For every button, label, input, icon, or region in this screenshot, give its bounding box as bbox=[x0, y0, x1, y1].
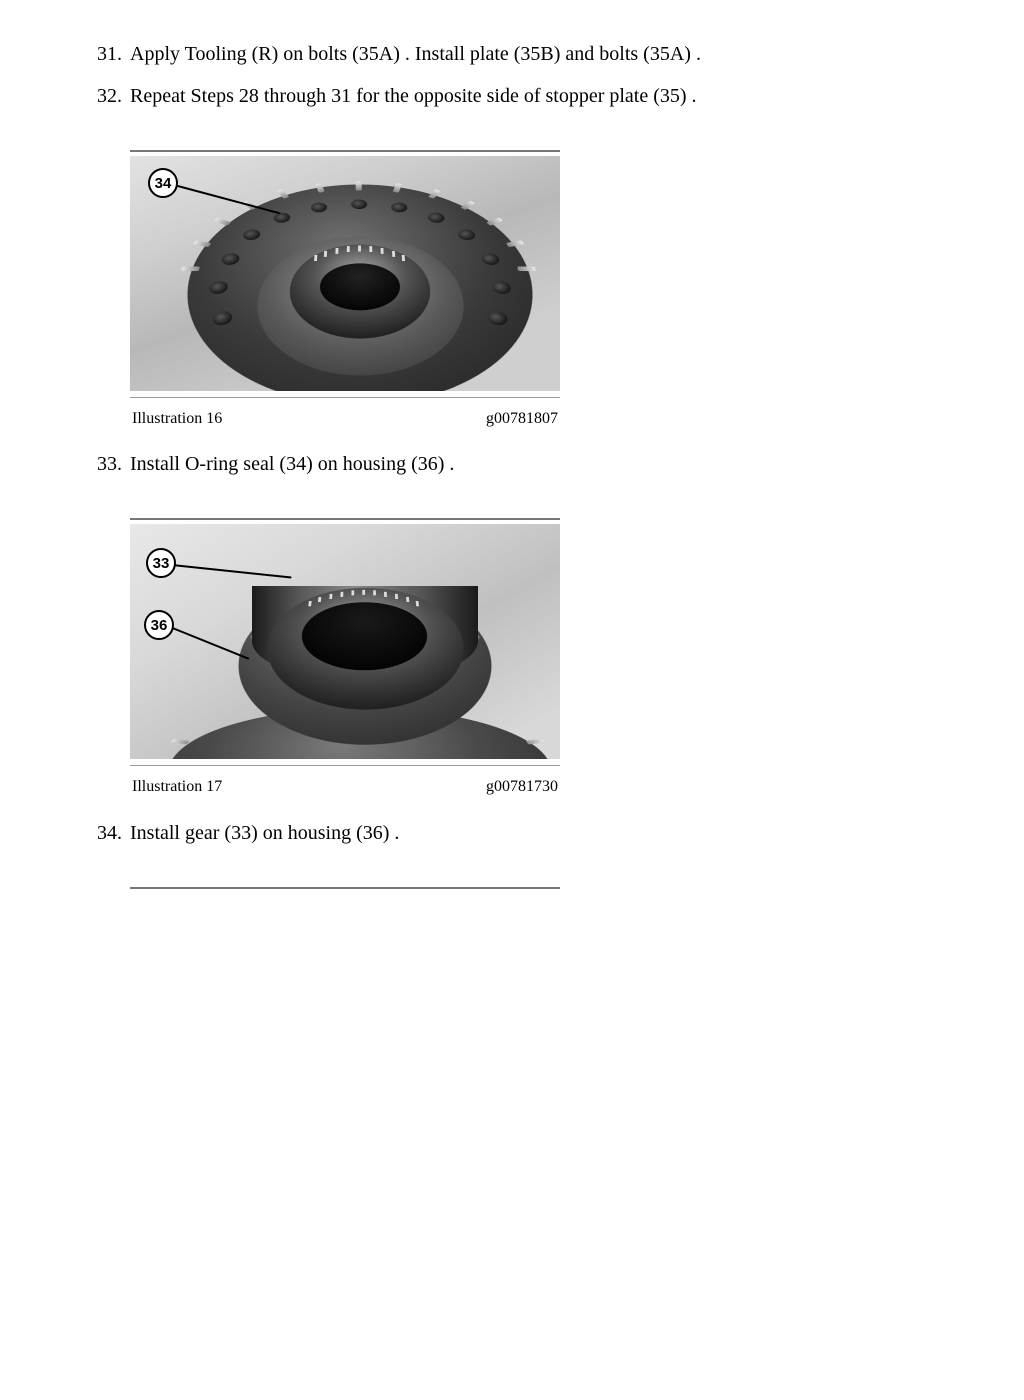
callout-34-label: 34 bbox=[155, 173, 172, 194]
step-31: 31. Apply Tooling (R) on bolts (35A) . I… bbox=[90, 40, 924, 68]
step-32: 32. Repeat Steps 28 through 31 for the o… bbox=[90, 82, 924, 110]
step-text: Repeat Steps 28 through 31 for the oppos… bbox=[130, 82, 924, 110]
figure-rule bbox=[130, 397, 560, 398]
step-number: 31. bbox=[90, 40, 130, 68]
figure-17: 33 36 Illustration 17 g00781730 bbox=[130, 518, 560, 798]
figure-16-label: Illustration 16 bbox=[132, 408, 222, 430]
figure-17-label: Illustration 17 bbox=[132, 776, 222, 798]
figure-18-start bbox=[130, 887, 560, 889]
step-number: 32. bbox=[90, 82, 130, 110]
figure-16-image: 34 bbox=[130, 156, 560, 391]
callout-33-label: 33 bbox=[153, 553, 170, 574]
step-number: 34. bbox=[90, 819, 130, 847]
figure-16-code: g00781807 bbox=[486, 408, 558, 430]
callout-36-label: 36 bbox=[151, 615, 168, 636]
figure-16: 34 Illustration 16 g00781807 bbox=[130, 150, 560, 430]
step-34: 34. Install gear (33) on housing (36) . bbox=[90, 819, 924, 847]
step-33: 33. Install O-ring seal (34) on housing … bbox=[90, 450, 924, 478]
figure-17-code: g00781730 bbox=[486, 776, 558, 798]
step-number: 33. bbox=[90, 450, 130, 478]
figure-17-image: 33 36 bbox=[130, 524, 560, 759]
step-text: Apply Tooling (R) on bolts (35A) . Insta… bbox=[130, 40, 924, 68]
step-text: Install O-ring seal (34) on housing (36)… bbox=[130, 450, 924, 478]
figure-rule bbox=[130, 150, 560, 152]
figure-rule bbox=[130, 765, 560, 766]
figure-rule bbox=[130, 887, 560, 889]
callout-34: 34 bbox=[148, 168, 178, 198]
step-text: Install gear (33) on housing (36) . bbox=[130, 819, 924, 847]
figure-16-caption: Illustration 16 g00781807 bbox=[130, 406, 560, 430]
figure-17-caption: Illustration 17 g00781730 bbox=[130, 774, 560, 798]
figure-rule bbox=[130, 518, 560, 520]
